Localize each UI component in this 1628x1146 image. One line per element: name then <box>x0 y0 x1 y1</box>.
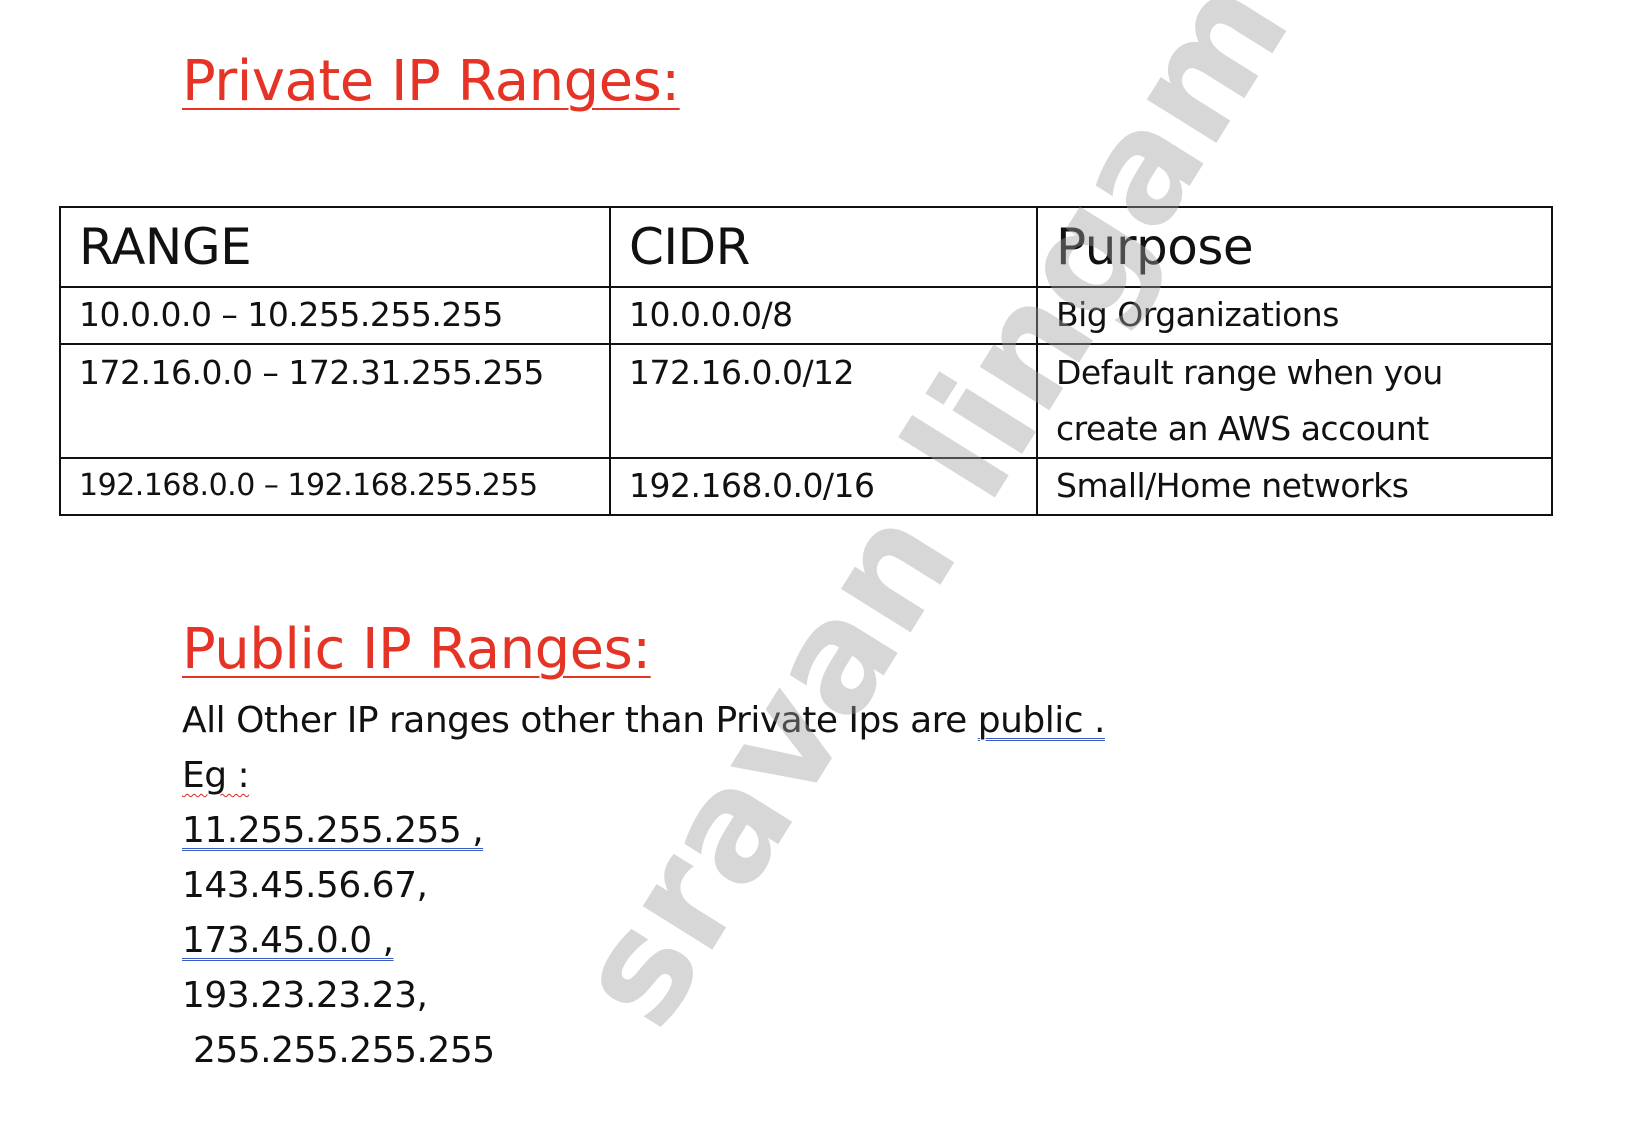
private-ip-table: RANGE CIDR Purpose 10.0.0.0 – 10.255.255… <box>59 206 1553 516</box>
table-row: 172.16.0.0 – 172.31.255.255 172.16.0.0/1… <box>59 343 1553 459</box>
example-ip: 143.45.56.67, <box>182 865 428 906</box>
purpose-column-header: Purpose <box>1036 206 1553 288</box>
cidr-column-header: CIDR <box>609 206 1038 288</box>
table-header-row: RANGE CIDR Purpose <box>59 206 1553 288</box>
example-ip: 255.255.255.255 <box>182 1030 495 1071</box>
eg-line: Eg : <box>182 748 1105 803</box>
purpose-cell: Small/Home networks <box>1036 457 1553 516</box>
private-ip-heading: Private IP Ranges: <box>182 49 680 114</box>
example-ip: 11.255.255.255 , <box>182 803 1105 858</box>
range-cell: 172.16.0.0 – 172.31.255.255 <box>59 343 611 459</box>
example-ip-text: 173.45.0.0 , <box>182 920 394 961</box>
example-ip-text: 11.255.255.255 , <box>182 810 484 851</box>
example-ip: 193.23.23.23, <box>182 975 428 1016</box>
range-column-header: RANGE <box>59 206 611 288</box>
description-link: public . <box>977 700 1106 741</box>
purpose-cell: Big Organizations <box>1036 286 1553 345</box>
public-ip-heading: Public IP Ranges: <box>182 617 651 682</box>
example-ip: 173.45.0.0 , <box>182 913 1105 968</box>
cidr-cell: 10.0.0.0/8 <box>609 286 1038 345</box>
range-cell: 192.168.0.0 – 192.168.255.255 <box>59 457 611 516</box>
description-line: All Other IP ranges other than Private I… <box>182 693 1105 748</box>
range-cell: 10.0.0.0 – 10.255.255.255 <box>59 286 611 345</box>
table-row: 192.168.0.0 – 192.168.255.255 192.168.0.… <box>59 457 1553 516</box>
purpose-cell: Default range when you create an AWS acc… <box>1036 343 1553 459</box>
description-text: All Other IP ranges other than Private I… <box>182 700 978 741</box>
cidr-cell: 172.16.0.0/12 <box>609 343 1038 459</box>
eg-label: Eg : <box>182 755 250 796</box>
cidr-cell: 192.168.0.0/16 <box>609 457 1038 516</box>
table-row: 10.0.0.0 – 10.255.255.255 10.0.0.0/8 Big… <box>59 286 1553 345</box>
public-ip-description: All Other IP ranges other than Private I… <box>182 693 1105 1078</box>
